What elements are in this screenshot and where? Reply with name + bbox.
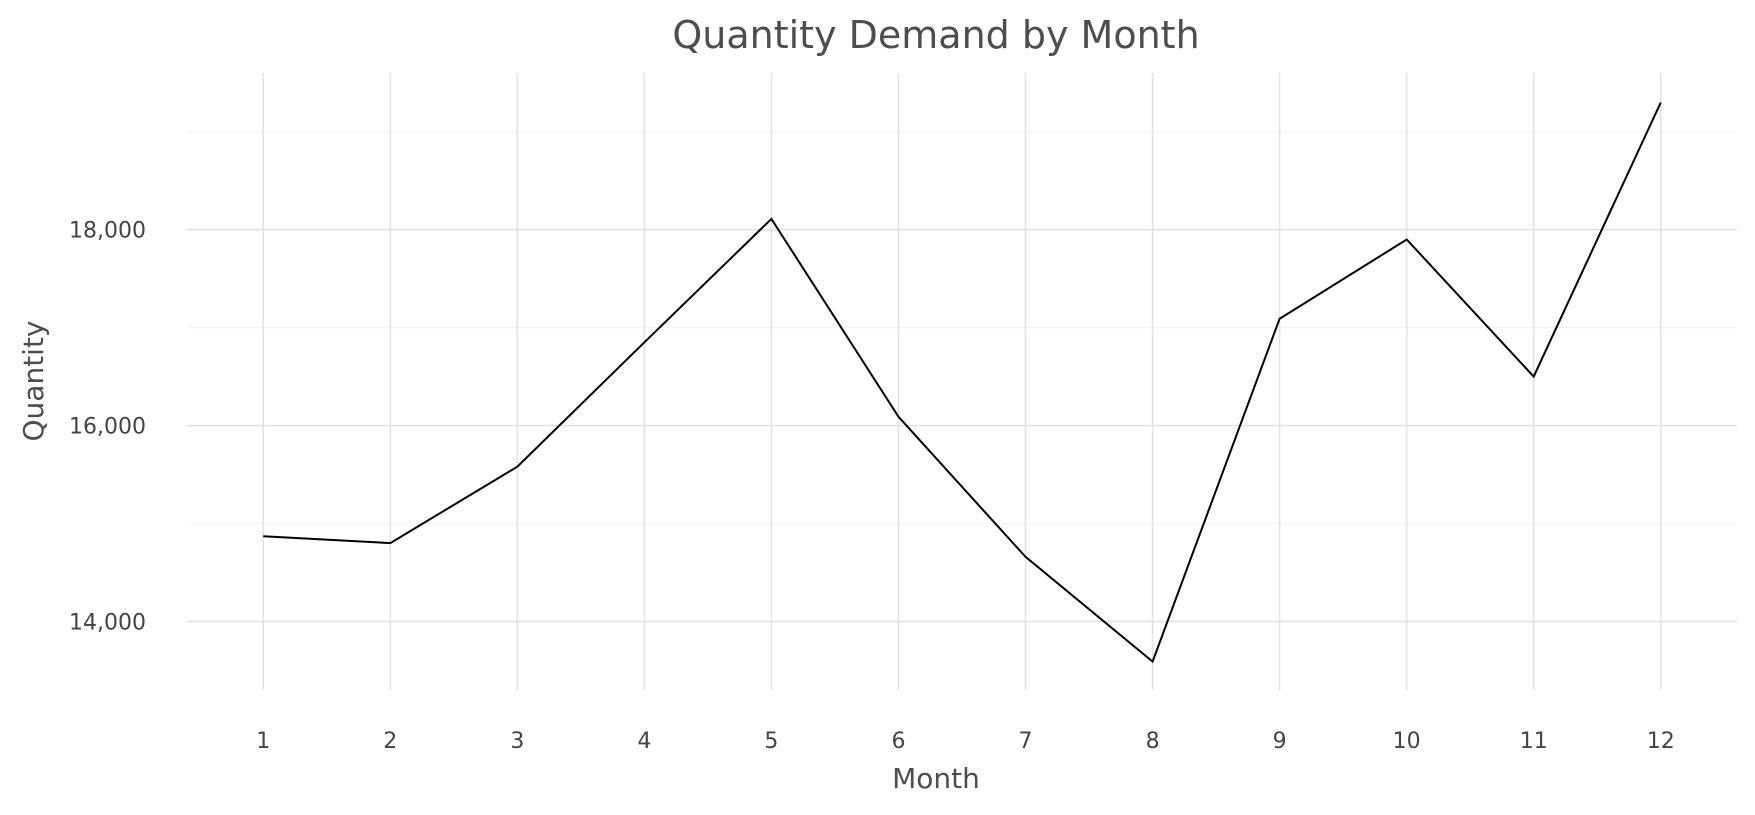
x-tick-label: 9 xyxy=(1273,729,1287,754)
x-tick-label: 2 xyxy=(383,729,397,754)
x-tick-label: 1 xyxy=(256,729,270,754)
y-tick-labels: 14,000 16,000 18,000 xyxy=(69,219,146,636)
x-tick-label: 11 xyxy=(1520,729,1548,754)
x-tick-label: 12 xyxy=(1647,729,1675,754)
chart-title: Quantity Demand by Month xyxy=(672,13,1199,57)
y-tick-label: 16,000 xyxy=(69,415,146,440)
x-tick-label: 7 xyxy=(1019,729,1033,754)
y-axis-title: Quantity xyxy=(17,321,50,442)
series-layer xyxy=(263,101,1662,664)
x-tick-label: 10 xyxy=(1393,729,1421,754)
x-tick-label: 5 xyxy=(764,729,778,754)
x-axis-title: Month xyxy=(892,762,980,795)
x-tick-labels: 1 2 3 4 5 6 7 8 9 10 11 12 xyxy=(256,729,1675,754)
x-tick-label: 4 xyxy=(637,729,651,754)
y-tick-label: 14,000 xyxy=(69,610,146,635)
y-tick-label: 18,000 xyxy=(69,219,146,244)
grid xyxy=(187,73,1737,690)
x-tick-label: 6 xyxy=(891,729,905,754)
series-line xyxy=(263,101,1662,664)
x-tick-label: 3 xyxy=(510,729,524,754)
x-tick-label: 8 xyxy=(1146,729,1160,754)
